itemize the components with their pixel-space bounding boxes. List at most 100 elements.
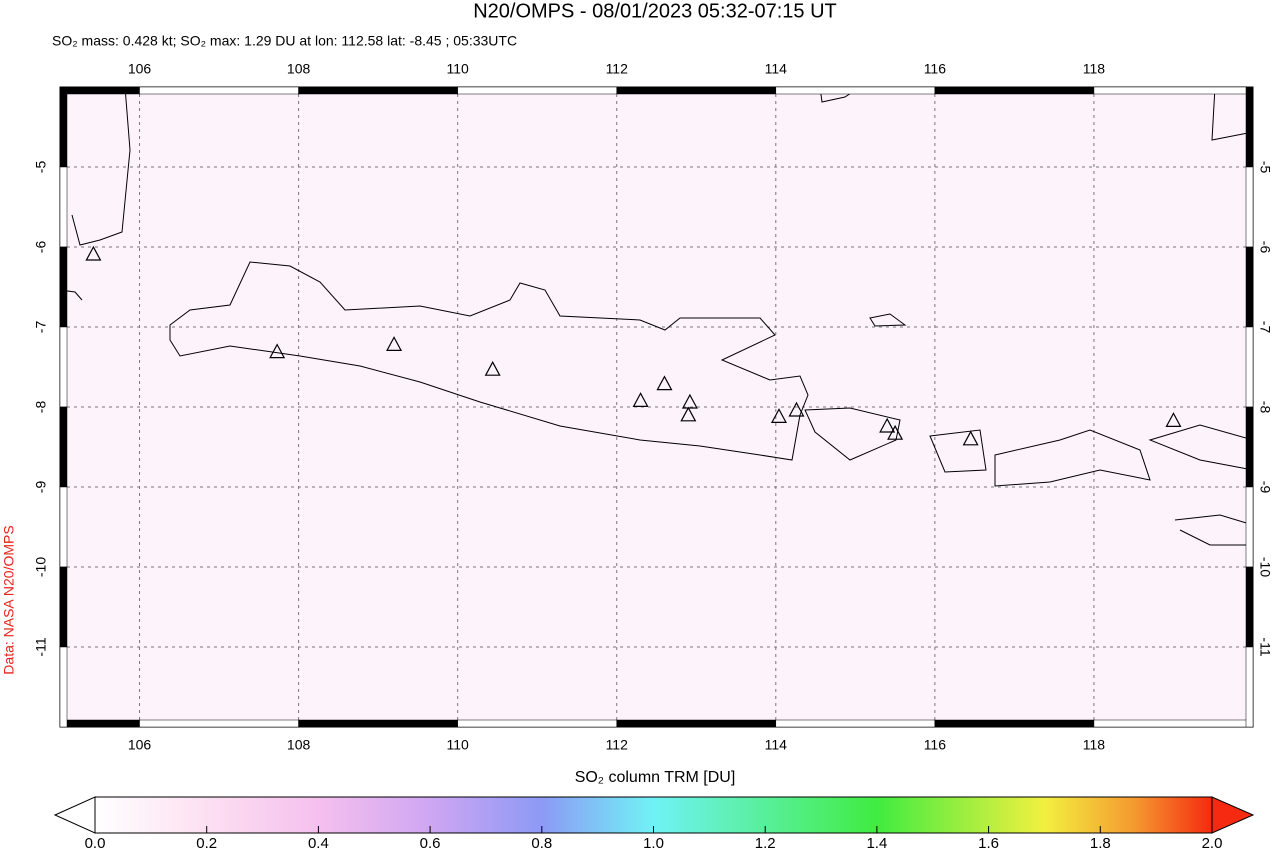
frame-band	[1245, 486, 1254, 568]
frame-band	[934, 719, 1095, 728]
volcano	[680, 406, 697, 422]
frame-band	[934, 86, 1095, 95]
x-tick-label: 116	[924, 61, 947, 77]
frame-band	[59, 646, 68, 728]
volcano	[386, 336, 403, 351]
frame-band	[616, 86, 777, 95]
x-tick-label: 112	[606, 737, 629, 753]
y-tick-label: -8	[1257, 401, 1272, 414]
y-tick-label: -10	[1257, 557, 1272, 577]
colorbar-tick-label: 1.2	[755, 835, 776, 852]
volcano	[681, 393, 698, 409]
frame-band	[59, 86, 140, 95]
colorbar-label: SO₂ column TRM [DU]	[575, 769, 736, 786]
frame-band	[59, 166, 68, 248]
frame-band	[59, 566, 68, 648]
frame-band	[59, 719, 140, 728]
frame-band	[1245, 166, 1254, 248]
volcanoes	[85, 245, 1182, 446]
frame-band	[1245, 86, 1254, 168]
x-tick-label: 114	[765, 61, 788, 77]
y-tick-label: -5	[33, 161, 49, 174]
x-tick-label: 114	[765, 737, 788, 753]
frame-band	[139, 86, 299, 95]
volcano	[632, 392, 649, 407]
coastlines	[59, 86, 1254, 546]
x-tick-label: 116	[924, 737, 947, 753]
x-tick-label: 110	[447, 61, 470, 77]
colorbar-tick-label: 1.8	[1090, 835, 1111, 852]
y-tick-label: -11	[1257, 637, 1272, 656]
coastline	[804, 407, 901, 461]
y-tick-label: -9	[33, 481, 49, 494]
coastline	[994, 429, 1151, 487]
volcano	[484, 360, 501, 376]
colorbar-tick-label: 1.4	[866, 835, 887, 852]
frame-band	[59, 326, 68, 408]
frame-band	[775, 719, 936, 728]
subtitle: SO₂ mass: 0.428 kt; SO₂ max: 1.29 DU at …	[52, 33, 517, 49]
volcano	[887, 424, 904, 440]
coastline	[169, 261, 809, 461]
frame-band	[59, 486, 68, 568]
frame-band	[457, 86, 617, 95]
y-tick-label: -6	[33, 241, 49, 254]
frame-band	[1245, 406, 1254, 488]
colorbar-tick-label: 0.6	[420, 835, 441, 852]
x-tick-label: 106	[128, 737, 152, 753]
y-tick-label: -7	[33, 321, 49, 334]
colorbar-over	[1211, 796, 1255, 834]
colorbar-tick-label: 0.0	[85, 835, 106, 852]
coastline	[929, 429, 987, 473]
frame-band	[1245, 246, 1254, 328]
y-tick-label: -10	[33, 557, 49, 577]
colorbar-tick-label: 1.6	[978, 835, 999, 852]
colorbar-tick-label: 2.0	[1202, 835, 1223, 852]
x-tick-label: 110	[447, 737, 470, 753]
volcano	[788, 401, 805, 417]
x-tick-label: 108	[287, 737, 311, 753]
volcano	[879, 417, 896, 433]
frame-band	[1093, 86, 1254, 95]
volcano	[656, 375, 673, 391]
y-tick-label: -5	[1257, 161, 1272, 174]
x-tick-label: 118	[1083, 61, 1106, 77]
colorbar-tick-label: 0.4	[308, 835, 329, 852]
y-tick-label: -11	[33, 637, 49, 656]
y-tick-label: -6	[1257, 241, 1272, 254]
frame-band	[298, 719, 458, 728]
frame-band	[1245, 566, 1254, 648]
frame-band	[1093, 719, 1254, 728]
x-tick-label: 118	[1083, 737, 1106, 753]
colorbar-under	[53, 796, 96, 834]
colorbar-ticks: 0.0 0.2 0.4 0.6 0.8 1.0 1.2 1.4 1.6 1.8 2.0	[85, 826, 1223, 852]
volcano	[962, 430, 979, 446]
y-tick-label: -9	[1257, 481, 1272, 494]
colorbar-tick-label: 0.8	[531, 835, 552, 852]
title: N20/OMPS - 08/01/2023 05:32-07:15 UT	[473, 0, 837, 22]
y-tick-label: -8	[33, 401, 49, 414]
frame-band	[59, 246, 68, 328]
frame-band	[457, 719, 617, 728]
colorbar-tick-label: 1.0	[643, 835, 664, 852]
frame-band	[59, 406, 68, 488]
frame-bands	[59, 86, 1254, 728]
x-tick-label: 112	[606, 61, 629, 77]
frame-band	[1245, 326, 1254, 408]
x-tick-label: 106	[128, 61, 152, 77]
frame-band	[59, 86, 68, 168]
frame-band	[1245, 646, 1254, 728]
credit: Data: NASA N20/OMPS	[1, 525, 17, 674]
volcano	[85, 245, 102, 261]
frame-band	[616, 719, 777, 728]
volcano	[770, 408, 787, 423]
frame-band	[139, 719, 299, 728]
frame-band	[775, 86, 936, 95]
y-tick-label: -7	[1257, 321, 1272, 334]
x-tick-label: 108	[287, 61, 311, 77]
volcano	[269, 343, 286, 359]
volcano	[1165, 412, 1182, 427]
colorbar-tick-label: 0.2	[196, 835, 217, 852]
frame-band	[298, 86, 458, 95]
